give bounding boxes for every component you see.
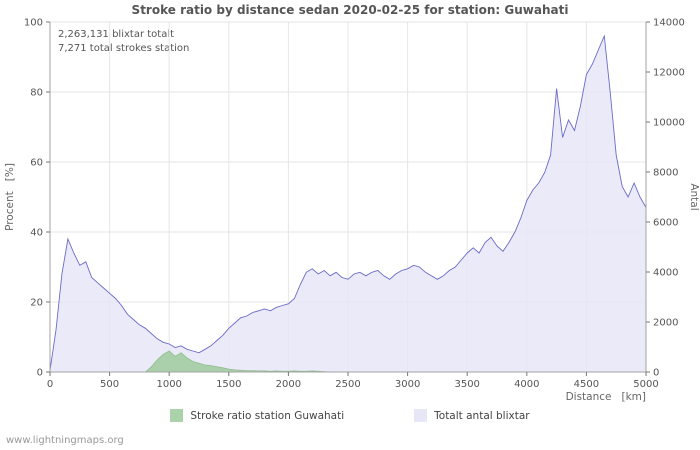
svg-text:0: 0 <box>653 368 659 379</box>
legend: Stroke ratio station Guwahati Totalt ant… <box>0 409 700 422</box>
svg-text:1500: 1500 <box>216 379 241 390</box>
svg-text:6000: 6000 <box>653 218 678 229</box>
x-axis-label: Distance [km] <box>566 391 646 403</box>
svg-text:0: 0 <box>47 379 53 390</box>
svg-text:5000: 5000 <box>633 379 658 390</box>
svg-text:1000: 1000 <box>156 379 181 390</box>
svg-text:0: 0 <box>37 368 43 379</box>
y-axis-right-label: Antal <box>688 183 700 210</box>
tick-labels: 0204060801000200040006000800010000120001… <box>24 18 685 391</box>
svg-text:3000: 3000 <box>395 379 420 390</box>
svg-text:4500: 4500 <box>574 379 599 390</box>
watermark: www.lightningmaps.org <box>6 435 124 446</box>
svg-text:20: 20 <box>30 298 43 309</box>
svg-text:12000: 12000 <box>653 68 685 79</box>
legend-item-total-strikes: Totalt antal blixtar <box>414 409 530 422</box>
legend-label-stroke-ratio: Stroke ratio station Guwahati <box>190 409 345 422</box>
y-axis-left-label: Procent [%] <box>4 163 16 231</box>
svg-text:60: 60 <box>30 158 43 169</box>
svg-text:2000: 2000 <box>276 379 301 390</box>
svg-text:4000: 4000 <box>514 379 539 390</box>
svg-text:500: 500 <box>100 379 119 390</box>
svg-text:3500: 3500 <box>454 379 479 390</box>
svg-text:4000: 4000 <box>653 268 678 279</box>
svg-text:8000: 8000 <box>653 168 678 179</box>
svg-text:2500: 2500 <box>335 379 360 390</box>
svg-text:14000: 14000 <box>653 18 685 29</box>
legend-label-total-strikes: Totalt antal blixtar <box>434 409 530 422</box>
svg-text:100: 100 <box>24 18 43 29</box>
svg-text:80: 80 <box>30 88 43 99</box>
annotation-total-strikes: 2,263,131 blixtar totalt <box>58 29 174 40</box>
annotation-station-strokes: 7,271 total strokes station <box>58 43 189 54</box>
svg-text:40: 40 <box>30 228 43 239</box>
chart-title: Stroke ratio by distance sedan 2020-02-2… <box>132 3 569 17</box>
stroke-ratio-chart: Stroke ratio by distance sedan 2020-02-2… <box>4 3 700 403</box>
svg-text:2000: 2000 <box>653 318 678 329</box>
axes <box>46 21 650 376</box>
svg-text:10000: 10000 <box>653 118 685 129</box>
legend-swatch-total-strikes <box>414 409 428 422</box>
legend-swatch-stroke-ratio <box>170 409 184 422</box>
legend-item-stroke-ratio: Stroke ratio station Guwahati <box>170 409 344 422</box>
